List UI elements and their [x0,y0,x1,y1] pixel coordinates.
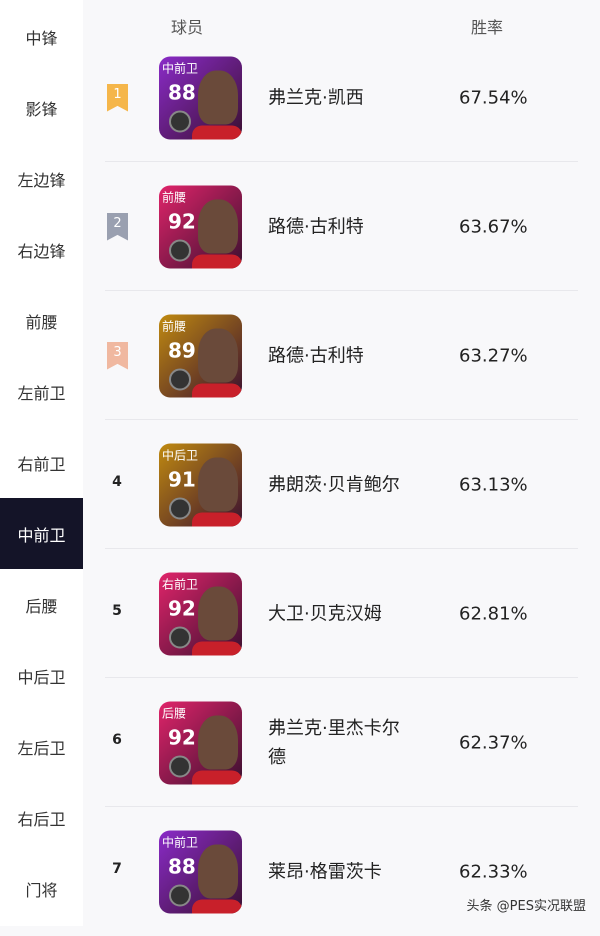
player-photo [198,586,238,640]
sidebar-item[interactable]: 右后卫 [17,809,66,829]
row-divider [105,806,578,807]
club-badge-icon [169,497,191,519]
sidebar-item[interactable]: 右边锋 [17,241,66,261]
club-badge-icon [169,368,191,390]
player-photo [198,70,238,124]
player-card[interactable]: 前腰 92 [159,185,242,268]
player-name: 路德·古利特 [268,345,364,366]
sidebar-item[interactable]: 门将 [25,880,58,900]
table-row[interactable]: 5 右前卫 92 大卫·贝克汉姆 62.81% [83,549,600,678]
win-rate: 63.13% [459,474,528,495]
table-row[interactable]: 4 中后卫 91 弗朗茨·贝肯鲍尔 63.13% [83,420,600,549]
header-player: 球员 [171,18,204,37]
player-name: 弗兰克·里杰卡尔德 [268,717,400,768]
sidebar-item[interactable]: 左前卫 [17,383,66,403]
card-position: 中前卫 [162,835,199,849]
win-rate: 63.67% [459,216,528,237]
card-rating: 92 [168,725,196,749]
row-divider [105,548,578,549]
player-card[interactable]: 后腰 92 [159,701,242,784]
rank-badge: 2 [107,212,128,241]
card-rating: 91 [168,467,196,491]
player-shirt [192,125,242,139]
row-divider [105,290,578,291]
table-header: 球员 胜率 [83,0,600,50]
player-card[interactable]: 中后卫 91 [159,443,242,526]
player-shirt [192,770,242,784]
table-row[interactable]: 7 中前卫 88 莱昂·格雷茨卡 62.33% [83,807,600,936]
player-card[interactable]: 中前卫 88 [159,830,242,913]
card-rating: 88 [168,80,196,104]
card-position: 中后卫 [162,448,199,462]
win-rate: 62.81% [459,603,528,624]
player-card[interactable]: 中前卫 88 [159,56,242,139]
sidebar-item[interactable]: 中前卫 [0,498,83,569]
win-rate: 62.33% [459,861,528,882]
sidebar-item[interactable]: 中后卫 [17,667,66,687]
card-rating: 88 [168,854,196,878]
club-badge-icon [169,755,191,777]
player-shirt [192,383,242,397]
player-photo [198,457,238,511]
player-card[interactable]: 前腰 89 [159,314,242,397]
club-badge-icon [169,110,191,132]
player-name: 弗兰克·凯西 [268,87,364,108]
player-shirt [192,899,242,913]
club-badge-icon [169,239,191,261]
player-card[interactable]: 右前卫 92 [159,572,242,655]
rank-badge: 3 [107,341,128,370]
player-name: 路德·古利特 [268,216,364,237]
row-divider [105,677,578,678]
club-badge-icon [169,884,191,906]
card-position: 前腰 [162,190,187,204]
watermark: 头条 @PES实况联盟 [466,899,586,914]
sidebar-item[interactable]: 中锋 [25,28,58,48]
card-position: 右前卫 [162,577,199,591]
sidebar-item[interactable]: 左后卫 [17,738,66,758]
player-name: 弗朗茨·贝肯鲍尔 [268,474,400,495]
rank-badge: 6 [112,731,122,748]
header-winrate: 胜率 [471,18,504,37]
rank-badge: 7 [112,860,122,877]
table-row[interactable]: 2 前腰 92 路德·古利特 63.67% [83,162,600,291]
player-photo [198,328,238,382]
sidebar-item[interactable]: 左边锋 [17,170,66,190]
win-rate: 67.54% [459,87,528,108]
win-rate: 62.37% [459,732,528,753]
sidebar-item[interactable]: 前腰 [25,312,58,332]
table-row[interactable]: 6 后腰 92 弗兰克·里杰卡尔德 62.37% [83,678,600,807]
rank-badge: 4 [112,473,122,490]
player-shirt [192,641,242,655]
rank-badge: 1 [107,83,128,112]
player-photo [198,199,238,253]
sidebar-item[interactable]: 影锋 [25,99,58,119]
row-divider [105,161,578,162]
win-rate: 63.27% [459,345,528,366]
card-rating: 89 [168,338,196,362]
player-photo [198,715,238,769]
player-name: 莱昂·格雷茨卡 [268,861,382,882]
card-position: 后腰 [162,706,187,720]
sidebar-item[interactable]: 右前卫 [17,454,66,474]
card-rating: 92 [168,596,196,620]
sidebar-item[interactable]: 后腰 [25,596,58,616]
card-position: 前腰 [162,319,187,333]
rank-badge: 5 [112,602,122,619]
card-rating: 92 [168,209,196,233]
table-row[interactable]: 3 前腰 89 路德·古利特 63.27% [83,291,600,420]
player-name: 大卫·贝克汉姆 [268,603,382,624]
player-shirt [192,254,242,268]
card-position: 中前卫 [162,61,199,75]
row-divider [105,419,578,420]
table-row[interactable]: 1 中前卫 88 弗兰克·凯西 67.54% [83,33,600,162]
club-badge-icon [169,626,191,648]
position-sidebar: 中锋影锋左边锋右边锋前腰左前卫右前卫中前卫后腰中后卫左后卫右后卫门将 [0,0,83,926]
player-shirt [192,512,242,526]
player-photo [198,844,238,898]
